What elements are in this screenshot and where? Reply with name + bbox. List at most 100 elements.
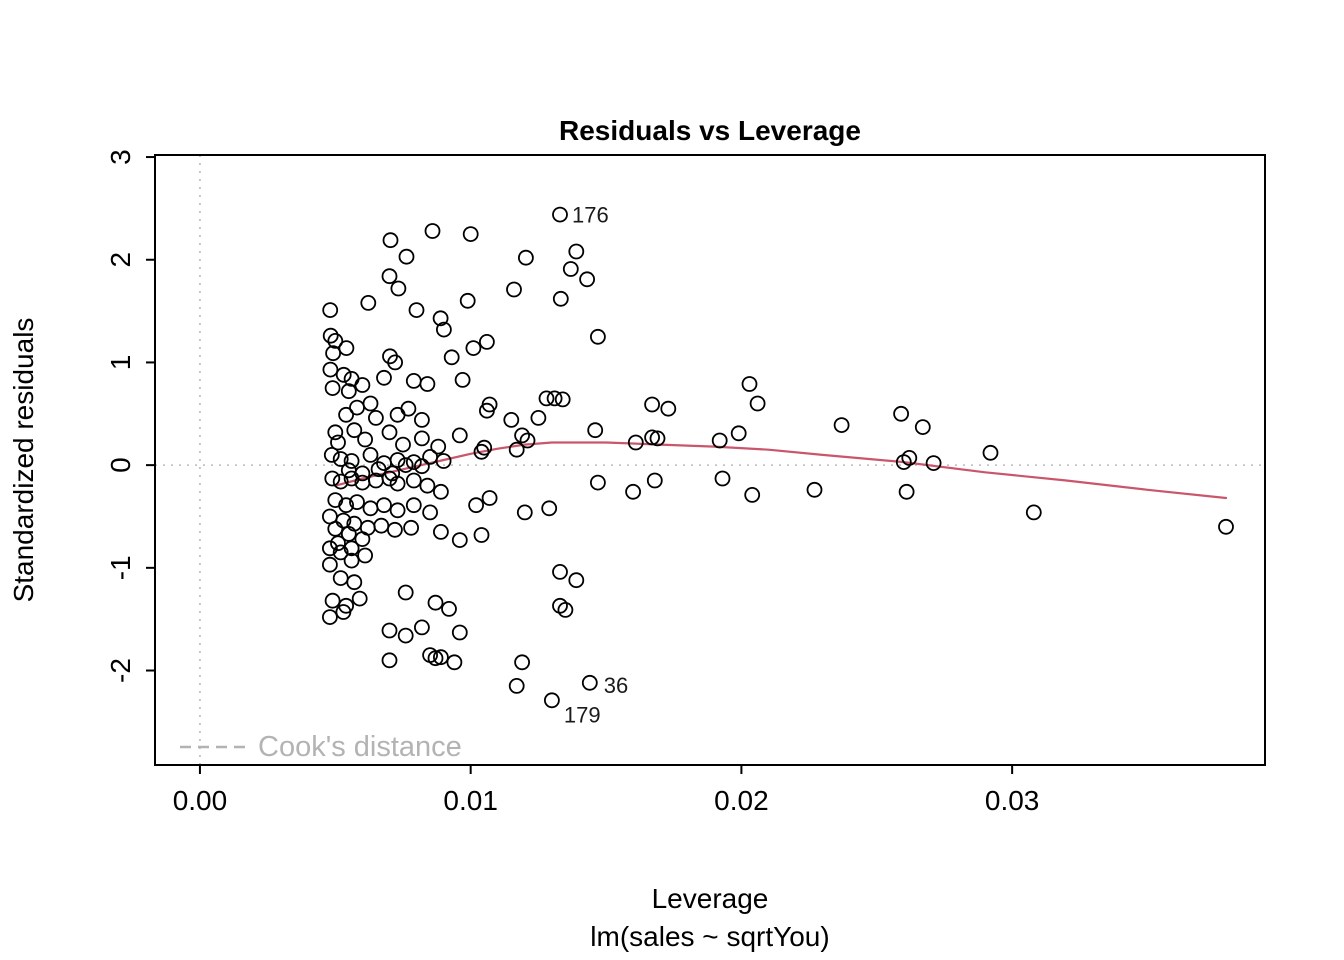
data-point: [332, 570, 349, 586]
data-point: [544, 692, 560, 709]
data-point: [649, 430, 666, 447]
data-point: [478, 402, 495, 419]
cooks-distance-label: Cook's distance: [258, 731, 462, 763]
x-tick-label: 0.03: [985, 785, 1040, 816]
smooth-line: [334, 441, 1228, 500]
point-label-176: 176: [572, 203, 609, 228]
data-point: [468, 497, 485, 514]
data-point: [914, 419, 931, 436]
point-label-36: 36: [604, 673, 628, 698]
data-point: [925, 455, 942, 472]
x-axis-sublabel: lm(sales ~ sqrtYou): [590, 921, 829, 952]
plot-box: [154, 154, 1266, 766]
data-point: [508, 441, 525, 458]
data-point: [381, 470, 398, 487]
data-point: [459, 292, 476, 309]
data-point: [530, 409, 547, 426]
data-point: [343, 552, 360, 569]
data-point: [508, 678, 525, 694]
y-tick-label: 3: [105, 149, 136, 165]
data-point: [660, 400, 677, 417]
data-point: [478, 333, 495, 350]
data-point: [503, 411, 520, 428]
data-point: [590, 474, 606, 491]
data-point: [481, 490, 498, 506]
data-point: [982, 444, 999, 461]
data-point: [397, 584, 414, 601]
data-point: [454, 371, 471, 388]
data-point: [376, 369, 392, 386]
data-point: [430, 438, 447, 455]
data-point: [711, 432, 728, 449]
data-point: [338, 406, 355, 423]
data-point: [424, 223, 441, 239]
data-point: [427, 650, 444, 667]
data-point: [568, 572, 585, 589]
data-point: [343, 470, 360, 487]
data-point: [321, 556, 338, 573]
data-point: [381, 622, 398, 639]
data-point: [1025, 504, 1042, 521]
y-axis-label: Standardized residuals: [8, 318, 39, 603]
data-point: [554, 391, 571, 408]
data-point: [325, 345, 342, 362]
data-point: [898, 483, 915, 500]
data-point: [451, 532, 468, 548]
data-point: [552, 206, 568, 223]
data-point: [462, 226, 479, 243]
data-point: [519, 432, 536, 449]
data-point: [627, 434, 644, 451]
data-point: [730, 425, 747, 442]
data-point: [321, 609, 338, 625]
data-point: [340, 526, 357, 542]
data-point: [343, 453, 360, 469]
data-point: [357, 431, 374, 448]
data-point: [360, 294, 377, 311]
data-point: [373, 517, 390, 534]
data-point: [432, 524, 449, 540]
data-point: [395, 436, 411, 453]
data-point: [557, 602, 574, 618]
data-point: [362, 395, 379, 412]
data-point: [408, 302, 425, 319]
data-point: [476, 439, 493, 456]
data-point: [397, 627, 414, 644]
data-point: [397, 457, 414, 474]
data-point: [367, 409, 384, 426]
x-tick-label: 0.02: [714, 785, 769, 816]
data-point: [625, 483, 641, 500]
data-point: [451, 624, 468, 641]
data-point: [354, 377, 371, 393]
data-point: [327, 424, 344, 441]
data-point: [330, 434, 346, 451]
data-point: [422, 504, 439, 521]
data-point: [473, 527, 490, 543]
data-point: [322, 327, 339, 344]
data-point: [330, 535, 346, 552]
data-point: [387, 354, 404, 371]
data-point: [514, 427, 530, 444]
data-point: [562, 261, 579, 277]
data-point: [741, 376, 758, 392]
data-point: [351, 590, 368, 607]
data-point: [349, 494, 365, 511]
data-point: [1218, 518, 1234, 535]
data-point: [427, 594, 444, 611]
data-point: [324, 592, 341, 609]
data-point: [538, 390, 555, 407]
data-point: [343, 540, 360, 557]
data-point: [893, 405, 909, 422]
data-point: [332, 473, 349, 490]
y-tick-label: -2: [105, 658, 136, 683]
data-point: [322, 302, 339, 319]
data-point: [465, 340, 482, 357]
data-point: [435, 453, 452, 469]
data-point: [403, 519, 420, 536]
data-point: [389, 406, 406, 423]
data-point: [389, 452, 406, 468]
data-point: [806, 481, 823, 498]
data-point: [338, 340, 355, 357]
data-point: [324, 470, 341, 487]
data-point: [644, 396, 660, 413]
